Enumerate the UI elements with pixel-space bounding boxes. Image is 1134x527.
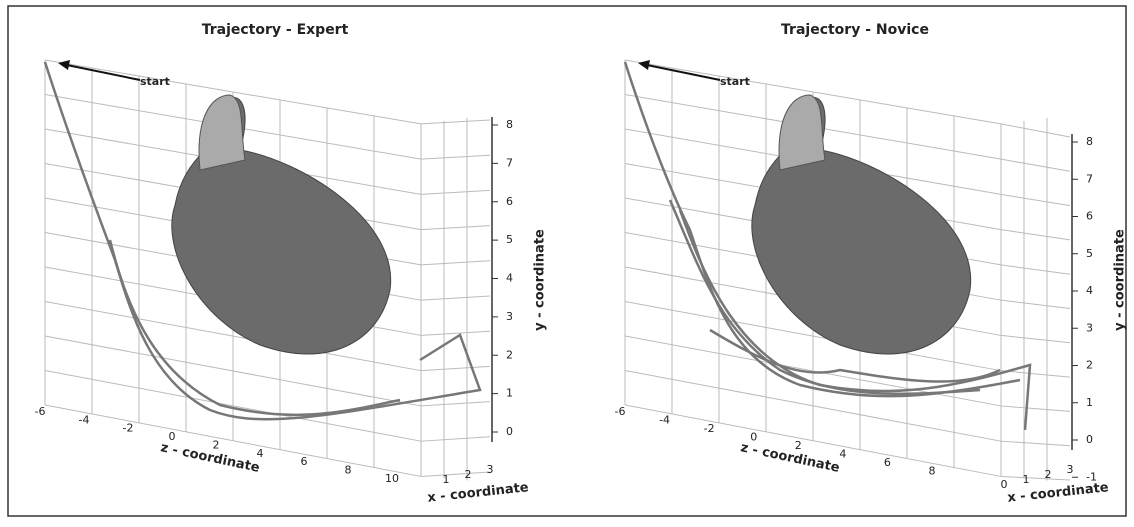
z-tick-label: -4 (79, 413, 90, 426)
grid-line (1001, 230, 1070, 240)
z-tick-label: -2 (704, 422, 715, 435)
y-tick-label: 5 (506, 233, 513, 246)
aorta (199, 95, 245, 170)
grid-line (1001, 124, 1070, 137)
arrow-head (58, 60, 70, 70)
grid-line (1001, 335, 1070, 342)
start-arrow (62, 64, 140, 80)
z-tick-label: 6 (301, 455, 308, 468)
y-tick-label: 4 (1086, 284, 1093, 297)
grid-line (1001, 194, 1070, 205)
z-tick-label: 6 (884, 456, 891, 469)
z-tick-label: 4 (257, 447, 264, 460)
annotation: start (140, 75, 170, 88)
z-tick-label: 8 (929, 464, 936, 477)
title: Trajectory - Expert (202, 22, 349, 38)
x-tick-label: 2 (1045, 468, 1052, 481)
y-tick-label: 6 (506, 195, 513, 208)
y-tick-label: 0 (506, 425, 513, 438)
x-tick-label: 3 (487, 463, 494, 476)
y-tick-label: 0 (1086, 433, 1093, 446)
y-tick-label: 1 (506, 387, 513, 400)
y-tick-label: 5 (1086, 247, 1093, 260)
figure: start Trajectory - Expert 0 1 2 3 4 5 6 7 8 y - coo… (0, 0, 1134, 523)
grid-line (421, 331, 490, 335)
grid-line (421, 261, 490, 265)
aorta (779, 95, 825, 170)
z-tick-label: 10 (385, 472, 399, 485)
y-tick-label: 7 (506, 156, 513, 169)
grid-line (421, 402, 490, 406)
y-tick-label: 8 (506, 118, 513, 131)
z-label: z - coordinate (159, 440, 261, 476)
grid-line (421, 296, 490, 300)
start-arrow (642, 64, 720, 80)
grid-line (421, 366, 490, 370)
y-tick-label: 2 (1086, 359, 1093, 372)
z-tick-label: 4 (839, 447, 846, 460)
x-tick-label: 3 (1067, 463, 1074, 476)
grid-line (1001, 441, 1070, 446)
y-tick-label: 3 (506, 310, 513, 323)
y-tick-label: 4 (506, 272, 513, 285)
z-tick-label: 2 (795, 439, 802, 452)
grid-line (1001, 159, 1070, 171)
panel: start Trajectory - Expert 0 1 2 3 4 5 6 7 8 y - coo… (35, 22, 548, 506)
arrow-head (638, 60, 650, 70)
y-label: y - coordinate (1113, 229, 1128, 331)
grid-line (1001, 406, 1070, 411)
y-label: y - coordinate (533, 229, 548, 331)
x-tick-label: 0 (1001, 478, 1008, 491)
z-tick-label: -2 (123, 422, 134, 435)
x-tick-label: 1 (1023, 473, 1030, 486)
grid-line (421, 437, 490, 441)
z-label: z - coordinate (739, 440, 841, 476)
z-tick-label: 2 (213, 438, 220, 451)
y-tick-label: 1 (1086, 396, 1093, 409)
grid-line (421, 155, 490, 159)
y-tick-label: 7 (1086, 172, 1093, 185)
y-tick-label: 8 (1086, 135, 1093, 148)
y-tick-label: 2 (506, 348, 513, 361)
grid-line (1001, 300, 1070, 308)
x-tick-label: 1 (443, 473, 450, 486)
grid-line (1001, 371, 1070, 377)
z-tick-label: -6 (35, 405, 46, 418)
grid-line (421, 226, 490, 230)
y-tick-label: 3 (1086, 321, 1093, 334)
grid-line (421, 120, 490, 124)
z-tick-label: -6 (615, 405, 626, 418)
title: Trajectory - Novice (781, 22, 929, 38)
z-tick-label: 8 (345, 464, 352, 477)
annotation: start (720, 75, 750, 88)
grid-line (421, 190, 490, 194)
x-tick-label: 2 (465, 468, 472, 481)
y-tick-label: 6 (1086, 210, 1093, 223)
grid-line (1001, 476, 1070, 480)
grid-line (1001, 265, 1070, 274)
grid-line (421, 472, 490, 476)
z-tick-label: -4 (659, 413, 670, 426)
